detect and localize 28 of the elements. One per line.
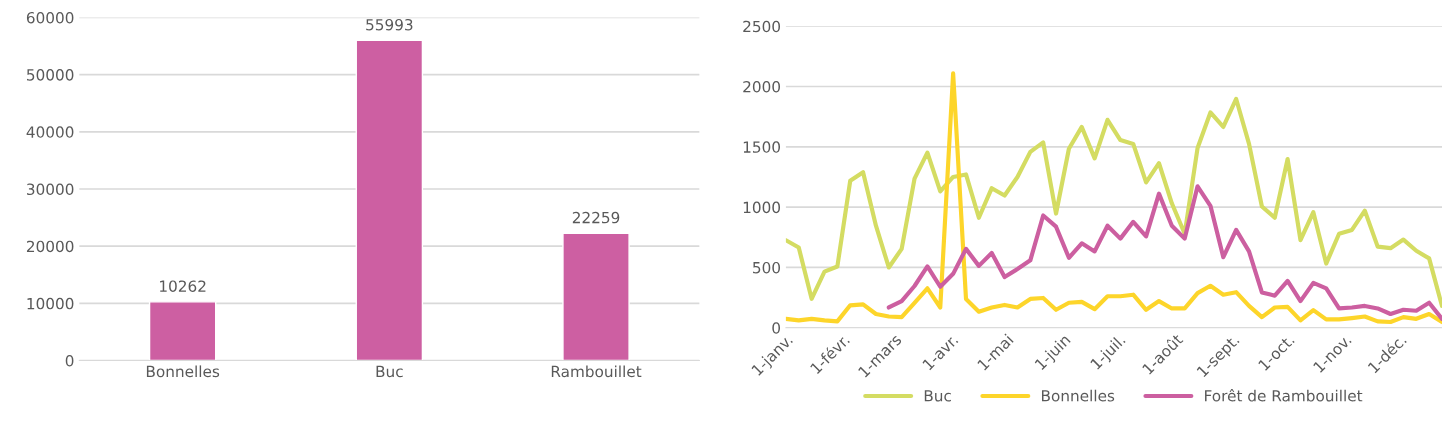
bar [562,232,630,361]
y-tick-label: 10000 [27,297,74,310]
x-tick-label: Rambouillet [551,365,642,378]
y-tick-label: 0 [65,354,74,367]
line-series [785,71,1442,325]
x-tick-label: Buc [376,365,403,378]
legend-label: Forêt de Rambouillet [1205,389,1363,402]
bar [148,301,217,361]
data-label: 10262 [160,280,206,292]
data-label: 55993 [366,18,413,31]
x-tick-label: Bonnelles [146,365,220,378]
y-tick-label: 30000 [27,183,74,196]
line-series [886,184,1442,321]
y-tick-label: 60000 [26,11,74,24]
line-series [785,96,1442,309]
y-tick-label: 40000 [26,126,74,138]
y-tick-label: 20000 [26,240,74,253]
y-tick-label: 1500 [743,141,781,153]
y-tick-label: 0 [772,322,781,334]
legend-label: Buc [924,390,951,402]
y-tick-label: 500 [753,261,781,274]
y-tick-label: 2000 [743,80,781,93]
y-tick-label: 2500 [743,20,781,33]
data-label: 22259 [572,211,620,224]
legend-label: Bonnelles [1041,389,1115,402]
y-tick-label: 50000 [27,69,74,81]
bar [355,39,424,361]
y-tick-label: 1000 [743,201,781,214]
